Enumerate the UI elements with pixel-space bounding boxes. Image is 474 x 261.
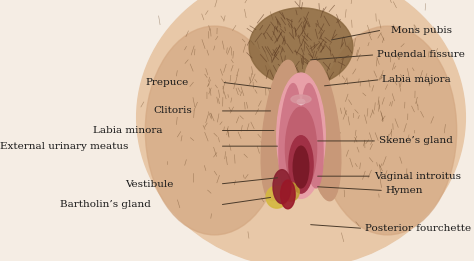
Ellipse shape xyxy=(146,26,284,235)
Text: Labia minora: Labia minora xyxy=(93,126,163,135)
Text: Clitoris: Clitoris xyxy=(153,106,192,115)
Text: Pudendal fissure: Pudendal fissure xyxy=(377,50,465,59)
Ellipse shape xyxy=(285,107,317,191)
Ellipse shape xyxy=(293,146,309,188)
Text: Vaginal introitus: Vaginal introitus xyxy=(374,172,461,181)
Ellipse shape xyxy=(297,99,305,104)
Ellipse shape xyxy=(319,26,457,235)
Text: Hymen: Hymen xyxy=(386,186,423,195)
Ellipse shape xyxy=(282,182,299,201)
Text: Labia majora: Labia majora xyxy=(383,75,451,84)
Text: Prepuce: Prepuce xyxy=(146,78,189,87)
Text: Bartholin’s gland: Bartholin’s gland xyxy=(60,200,151,209)
Ellipse shape xyxy=(137,0,465,261)
Ellipse shape xyxy=(291,95,311,103)
Ellipse shape xyxy=(289,136,313,193)
Text: External urinary meatus: External urinary meatus xyxy=(0,142,128,151)
Ellipse shape xyxy=(266,186,288,208)
Text: Posterior fourchette: Posterior fourchette xyxy=(365,224,471,233)
Ellipse shape xyxy=(261,60,299,201)
Ellipse shape xyxy=(277,73,325,198)
Ellipse shape xyxy=(249,8,353,86)
Text: Mons pubis: Mons pubis xyxy=(391,26,452,34)
Ellipse shape xyxy=(273,170,291,204)
Ellipse shape xyxy=(303,60,341,201)
Ellipse shape xyxy=(279,84,300,188)
Ellipse shape xyxy=(281,180,295,209)
Ellipse shape xyxy=(302,84,323,188)
Text: Vestibule: Vestibule xyxy=(125,180,173,188)
Text: Skene’s gland: Skene’s gland xyxy=(379,137,453,145)
